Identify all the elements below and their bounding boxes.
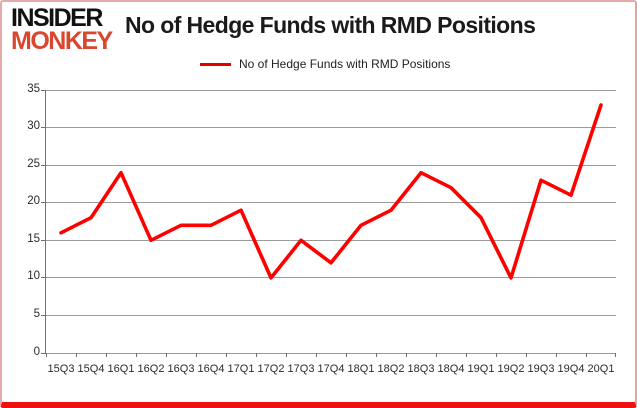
x-axis-label: 17Q2 [257,363,285,375]
logo-monkey-text: MONKEY [11,27,113,55]
x-axis-label: 16Q4 [197,363,225,375]
x-axis-tick [196,353,197,357]
y-axis-tick [41,89,46,91]
y-axis-tick [41,239,46,241]
logo-insider-text: INSIDER [11,4,103,32]
y-axis-tick [41,352,46,354]
gridline [46,314,616,316]
y-axis-tick [41,202,46,204]
line-series-canvas [59,103,603,280]
x-axis-tick [226,353,227,357]
series-line [59,103,603,280]
y-axis-label: 10 [27,270,40,283]
x-axis-label: 18Q3 [407,363,435,375]
x-axis-tick [556,353,557,357]
y-axis-label: 15 [27,232,40,245]
gridline [46,89,616,91]
gridline [46,239,616,241]
y-axis-label: 0 [33,345,40,358]
x-axis-tick [166,353,167,357]
y-axis-label: 25 [27,157,40,170]
y-axis-label: 20 [27,195,40,208]
chart-title: No of Hedge Funds with RMD Positions [125,12,536,38]
legend-line-marker [200,62,231,66]
x-axis-tick [106,353,107,357]
x-axis-tick [615,353,616,357]
y-axis-label: 5 [33,307,40,320]
x-axis-label: 15Q4 [77,363,105,375]
x-axis-tick [76,353,77,357]
gridline [46,202,616,204]
x-axis-label: 17Q4 [317,363,345,375]
y-axis-tick [41,314,46,316]
gridline [46,277,616,279]
y-axis-label: 35 [27,82,40,95]
x-axis-tick [316,353,317,357]
x-axis-label: 19Q3 [527,363,555,375]
insider-monkey-logo: INSIDER MONKEY [11,4,113,55]
x-axis-label: 17Q1 [227,363,255,375]
legend: No of Hedge Funds with RMD Positions [200,57,450,71]
x-axis-label: 15Q3 [47,363,75,375]
y-axis-label: 30 [27,120,40,133]
x-axis-tick [256,353,257,357]
gridline [46,164,616,166]
x-axis-tick [466,353,467,357]
x-axis-tick [436,353,437,357]
x-axis-tick [586,353,587,357]
x-axis-label: 16Q1 [107,363,135,375]
x-axis-label: 18Q2 [377,363,405,375]
x-axis-tick [406,353,407,357]
y-axis-tick [41,277,46,279]
plot-area: 0 5 10 15 20 25 30 35 15Q3 15Q4 16Q1 16Q2 16Q3 16Q4 17… [27,83,616,375]
gridline [46,127,616,129]
x-axis-label: 17Q3 [287,363,315,375]
y-axis-tick [41,164,46,166]
y-axis-tick [41,127,46,129]
x-axis-tick [526,353,527,357]
x-axis-label: 19Q4 [557,363,585,375]
x-axis-label: 19Q2 [497,363,525,375]
gridline [46,352,616,354]
x-axis-label: 16Q2 [137,363,165,375]
x-axis-label: 19Q1 [467,363,495,375]
x-axis-label: 18Q1 [347,363,375,375]
x-axis-label: 16Q3 [167,363,195,375]
x-axis-tick [376,353,377,357]
y-axis-line [45,90,46,354]
x-axis-tick [136,353,137,357]
x-axis-label: 18Q4 [437,363,465,375]
x-axis-label: 20Q1 [587,363,615,375]
x-axis-tick [286,353,287,357]
x-axis-tick [346,353,347,357]
legend-label: No of Hedge Funds with RMD Positions [239,57,451,71]
x-axis-tick [46,353,47,357]
x-axis-tick [496,353,497,357]
